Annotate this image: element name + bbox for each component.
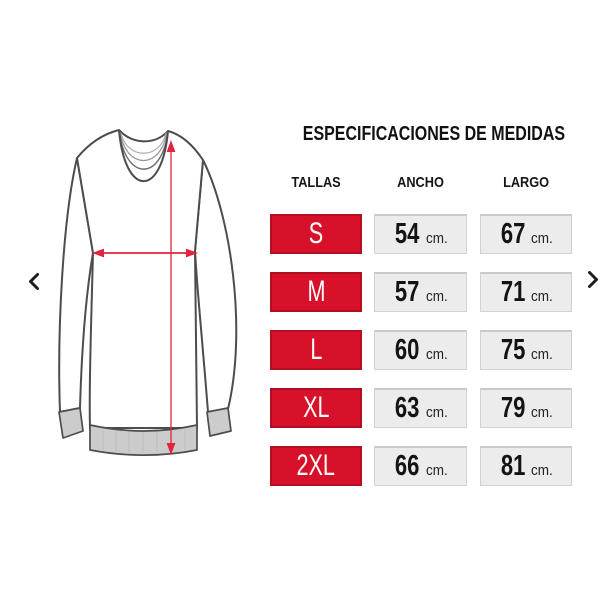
ancho-value: 60 — [395, 334, 420, 366]
sweater-collar — [118, 129, 169, 183]
unit-label: cm. — [531, 404, 553, 421]
carousel-next-button[interactable] — [583, 267, 603, 291]
sweater-left-cuff — [58, 407, 84, 439]
width-measure-arrow — [92, 248, 198, 258]
size-row: 2XL 66 cm. 81 cm. — [270, 446, 572, 486]
largo-value: 79 — [500, 392, 526, 424]
ancho-cell: 63 cm. — [374, 388, 467, 428]
largo-cell: 81 cm. — [480, 446, 572, 486]
size-label: M — [307, 275, 325, 308]
size-row: XL 63 cm. 79 cm. — [270, 388, 572, 428]
size-cell: S — [270, 214, 362, 254]
size-cell: M — [270, 272, 362, 312]
specs-title: ESPECIFICACIONES DE MEDIDAS — [270, 123, 572, 146]
unit-label: cm. — [425, 462, 448, 479]
unit-label: cm. — [425, 288, 448, 305]
size-label: L — [309, 333, 323, 366]
largo-value: 67 — [500, 218, 526, 250]
size-label: S — [308, 217, 324, 250]
sweater-measurement-diagram — [58, 129, 238, 457]
ancho-value: 57 — [395, 276, 420, 308]
ancho-value: 54 — [395, 218, 420, 250]
unit-label: cm. — [531, 462, 553, 479]
length-measure-arrow — [166, 140, 176, 455]
size-cell: L — [270, 330, 362, 370]
chevron-right-icon — [587, 270, 598, 288]
unit-label: cm. — [531, 346, 553, 363]
unit-label: cm. — [425, 346, 448, 363]
largo-value: 71 — [500, 276, 526, 308]
ancho-value: 66 — [395, 450, 420, 482]
chevron-left-icon — [28, 272, 39, 290]
specs-title-text: ESPECIFICACIONES DE MEDIDAS — [302, 123, 566, 145]
size-cell: 2XL — [270, 446, 362, 486]
unit-label: cm. — [531, 230, 553, 247]
sweater-right-sleeve — [194, 159, 238, 413]
largo-cell: 79 cm. — [480, 388, 572, 428]
size-row: L 60 cm. 75 cm. — [270, 330, 572, 370]
ancho-value: 63 — [395, 392, 420, 424]
ancho-cell: 54 cm. — [374, 214, 467, 254]
ancho-cell: 60 cm. — [374, 330, 467, 370]
largo-value: 75 — [500, 334, 526, 366]
unit-label: cm. — [425, 404, 448, 421]
sweater-body — [76, 129, 204, 429]
size-row: S 54 cm. 67 cm. — [270, 214, 572, 254]
carousel-prev-button[interactable] — [23, 269, 43, 293]
size-row: M 57 cm. 71 cm. — [270, 272, 572, 312]
column-headers: TALLAS ANCHO LARGO — [270, 174, 572, 191]
sweater-right-cuff — [206, 407, 232, 437]
largo-value: 81 — [500, 450, 526, 482]
size-label: XL — [302, 391, 330, 424]
column-header-ancho: ANCHO — [397, 174, 444, 191]
column-header-largo: LARGO — [502, 174, 550, 191]
largo-cell: 67 cm. — [480, 214, 572, 254]
ancho-cell: 66 cm. — [374, 446, 467, 486]
size-cell: XL — [270, 388, 362, 428]
unit-label: cm. — [425, 230, 448, 247]
largo-cell: 75 cm. — [480, 330, 572, 370]
largo-cell: 71 cm. — [480, 272, 572, 312]
size-label: 2XL — [296, 449, 336, 482]
sweater-hem-band — [89, 424, 198, 457]
ancho-cell: 57 cm. — [374, 272, 467, 312]
column-header-tallas: TALLAS — [291, 174, 341, 191]
unit-label: cm. — [531, 288, 553, 305]
